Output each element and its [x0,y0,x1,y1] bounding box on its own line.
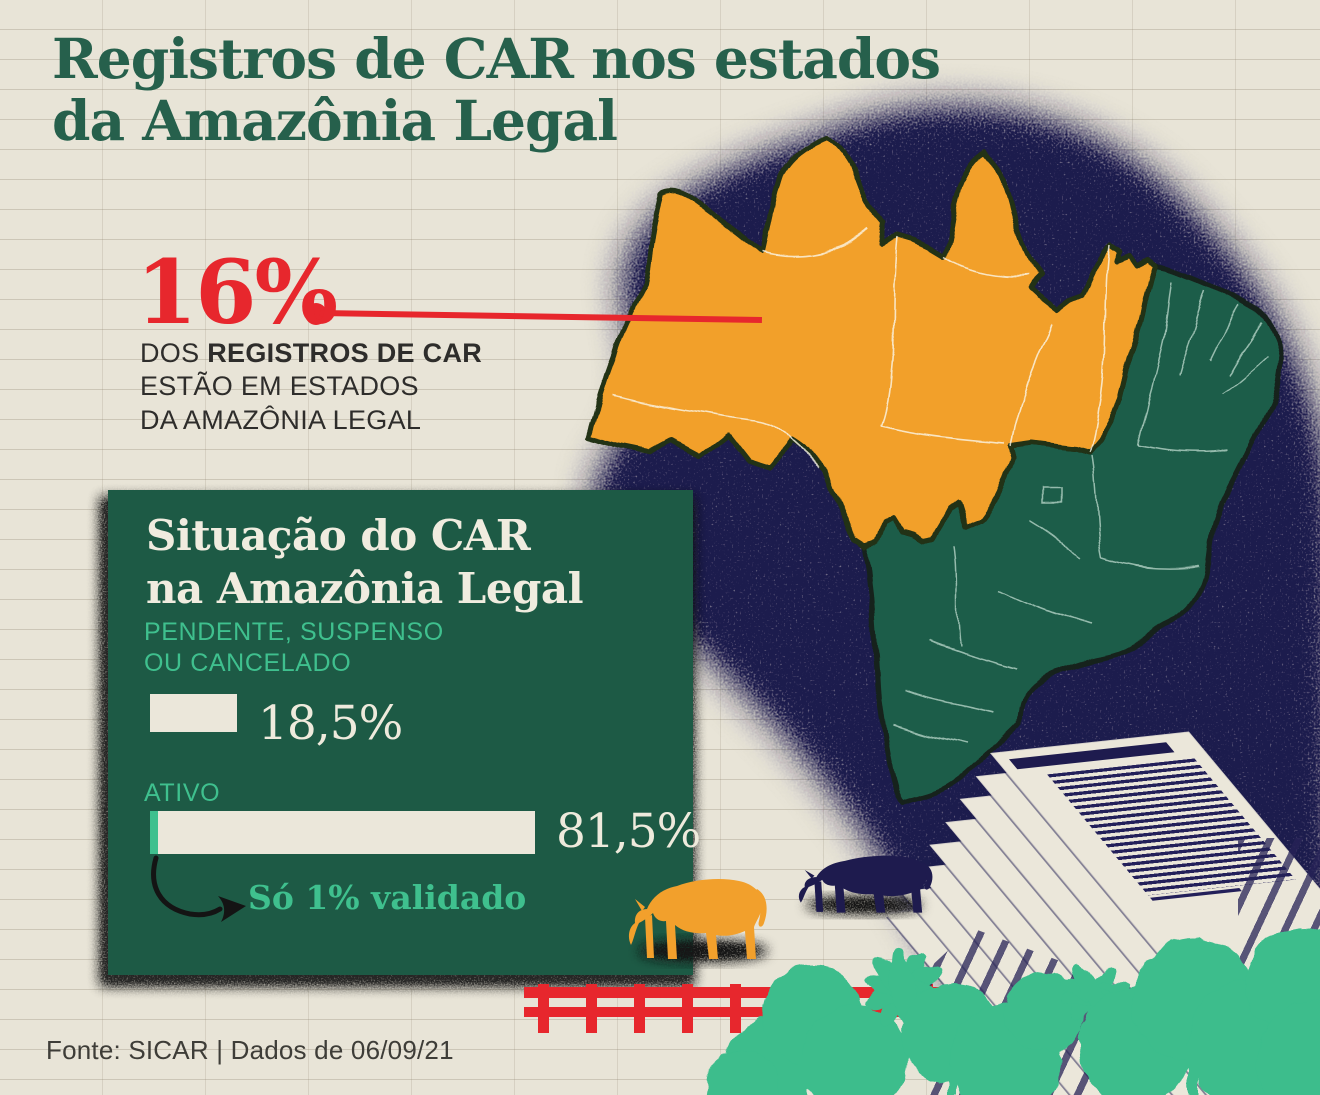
brazil-map-amazon-legal-states [585,134,1158,550]
bar-value-ativo: 81,5% [556,804,701,859]
stat-desc-normal: DOS [140,338,208,368]
stat-desc-line3: DA AMAZÔNIA LEGAL [140,404,422,435]
bar-label-pendente-line1: PENDENTE, SUSPENSO [144,618,444,646]
leader-line [319,310,762,323]
source-note: Fonte: SICAR | Dados de 06/09/21 [46,1035,454,1065]
headline-stat-value: 16% [136,240,338,344]
bar-label-pendente: PENDENTE, SUSPENSO OU CANCELADO [144,617,444,680]
bar-pendente [150,694,238,732]
page-title-line2: da Amazônia Legal [52,88,618,154]
page-title: Registros de CAR nos estados da Amazônia… [52,26,941,154]
bar-label-ativo: ATIVO [144,779,221,807]
situation-panel: Situação do CAR na Amazônia Legal PENDEN… [108,490,701,975]
panel-title-line2: na Amazônia Legal [146,563,584,613]
bar-value-pendente: 18,5% [258,696,403,751]
hatch-pattern [1238,838,1320,990]
state-borders-other [892,281,1269,746]
brazil-map-other-states [863,264,1285,806]
cow-ground-shadow [806,897,922,913]
bar-ativo [150,811,535,854]
headline-stat-description: DOS REGISTROS DE CAR ESTÃO EM ESTADOS DA… [140,337,482,437]
panel-title-line1: Situação do CAR [146,511,531,560]
validated-note: Só 1% validado [248,878,527,917]
bar-label-pendente-line2: OU CANCELADO [144,649,352,678]
stat-desc-bold: REGISTROS DE CAR [207,338,483,368]
page-title-line1: Registros de CAR nos estados [52,26,941,91]
panel-title: Situação do CAR na Amazônia Legal [146,510,584,616]
state-borders-amazon [611,229,1110,469]
bar-validated-segment [150,811,158,854]
leader-dot-icon [305,303,327,325]
stat-desc-line2: ESTÃO EM ESTADOS [140,371,419,402]
